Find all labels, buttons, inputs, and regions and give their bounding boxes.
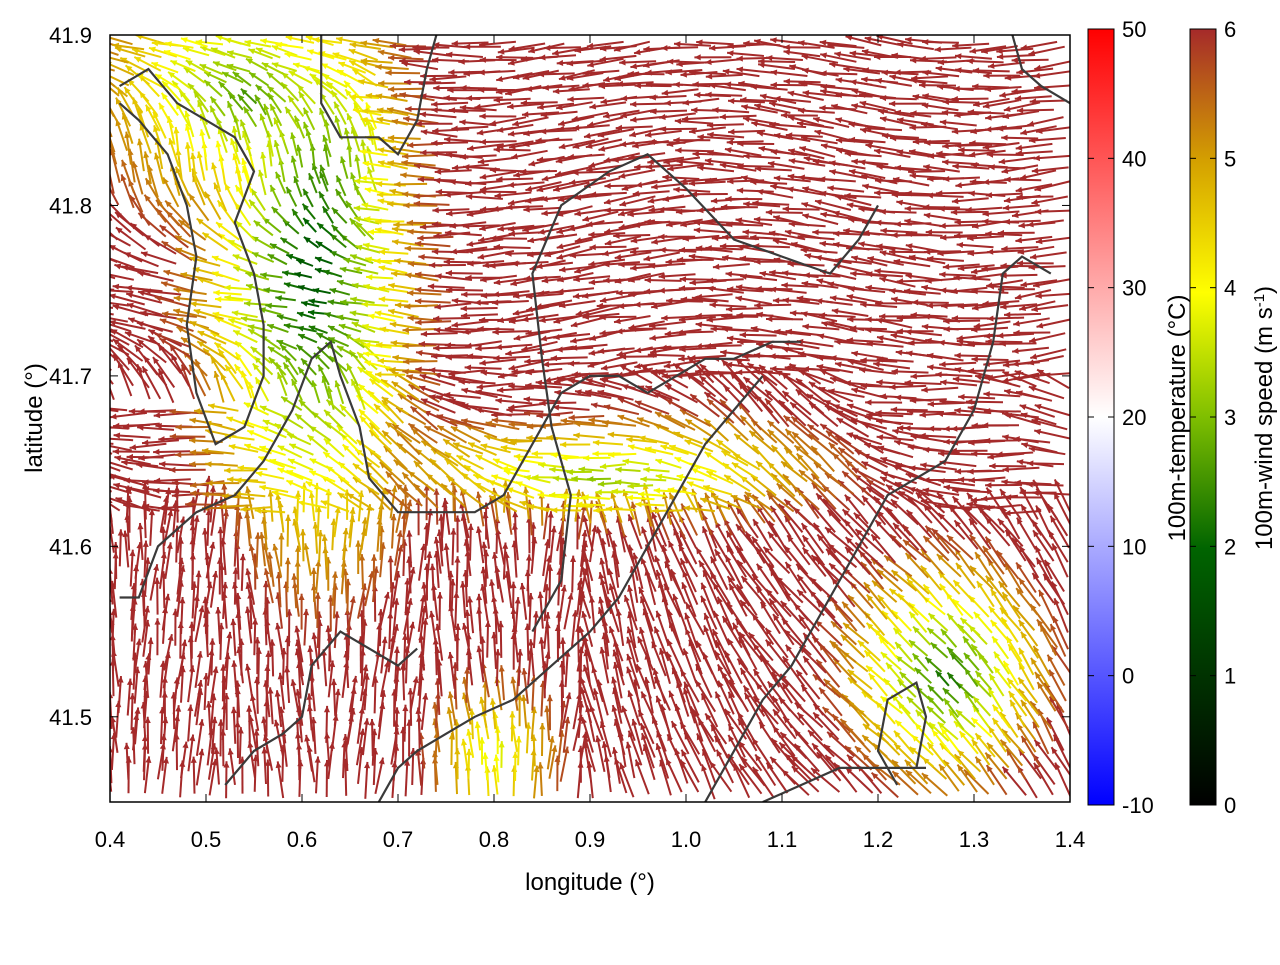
wind-vector-head: [98, 271, 105, 277]
wind-vector-head: [96, 469, 103, 475]
wind-vector-head: [91, 354, 97, 361]
wind-vector-head: [97, 458, 104, 464]
wind-vector-head: [77, 438, 84, 444]
wind-vector-head: [89, 490, 96, 496]
wind-vector-head: [96, 338, 103, 344]
wind-vector-head: [89, 335, 96, 342]
wind-vector-head: [100, 254, 107, 260]
wind-vector: [77, 440, 114, 444]
wind-vector: [79, 474, 111, 492]
wind-vector-head: [96, 287, 103, 293]
wind-vector-head: [92, 313, 99, 319]
wind-vector: [77, 442, 112, 454]
wind-vector-head: [96, 319, 103, 325]
wind-vector-head: [92, 298, 99, 304]
wind-vector-head: [92, 423, 99, 429]
plot-area: [76, 34, 1073, 802]
wind-vector-head: [83, 248, 90, 254]
wind-vector-head: [94, 492, 101, 498]
wind-vector-head: [81, 425, 87, 431]
wind-vector-head: [86, 457, 93, 463]
wind-vector-head: [82, 404, 89, 410]
wind-vector-head: [100, 365, 106, 372]
wind-vector-head: [97, 327, 104, 333]
wind-vector-head: [77, 441, 84, 447]
wind-vector-head: [96, 441, 103, 447]
wind-vector-head: [80, 318, 87, 324]
wind-vector-head: [77, 300, 84, 306]
wind-vector-head: [80, 266, 87, 272]
wind-vector-head: [79, 474, 86, 480]
wind-vector-head: [96, 435, 103, 441]
wind-vector-head: [77, 285, 84, 291]
wind-vector: [77, 287, 114, 290]
wind-vector: [77, 302, 114, 308]
wind-vector-head: [77, 306, 84, 312]
wind-vector: [80, 325, 113, 341]
wind-vector-head: [85, 344, 92, 351]
wind-vector: [76, 468, 112, 478]
wind-vector-head: [76, 467, 83, 473]
wind-vector-head: [104, 485, 110, 492]
wind-vector: [80, 319, 114, 333]
wind-vector-head: [96, 482, 103, 488]
wind-vector: [77, 308, 114, 315]
wind-vector-head: [90, 404, 97, 410]
wind-vector-head: [80, 325, 87, 331]
